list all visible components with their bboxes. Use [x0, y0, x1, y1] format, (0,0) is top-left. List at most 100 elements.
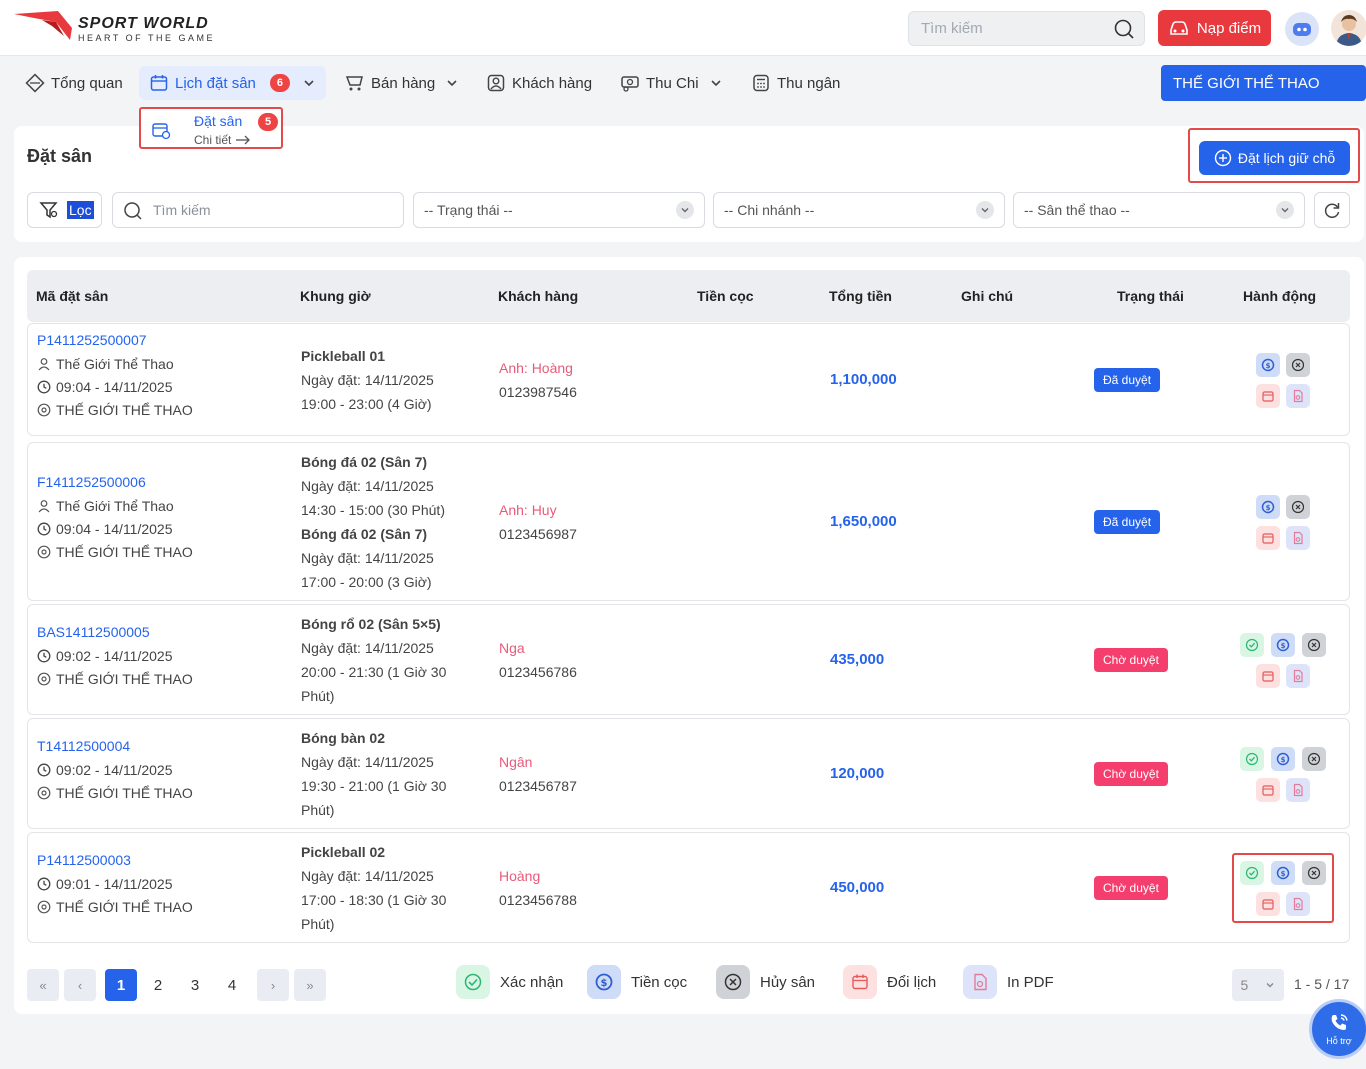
- book-hold-button[interactable]: Đặt lịch giữ chỗ: [1199, 141, 1350, 175]
- first-page-button[interactable]: «: [27, 969, 59, 1001]
- slot-detail: Phút): [301, 916, 335, 932]
- booking-search-input[interactable]: [153, 202, 383, 218]
- court-select[interactable]: -- Sân thể thao --: [1013, 192, 1305, 228]
- print-pdf-button[interactable]: [1286, 526, 1310, 550]
- booking-code-link[interactable]: T14112500004: [37, 738, 131, 754]
- slot-detail: Phút): [301, 802, 335, 818]
- deposit-button[interactable]: $: [1256, 495, 1280, 519]
- pdf-icon: [1291, 389, 1305, 403]
- nav-item-sales[interactable]: Bán hàng: [345, 60, 459, 106]
- calendar-change-icon: [843, 965, 877, 999]
- top-search-input[interactable]: [921, 20, 1101, 37]
- page-button[interactable]: 1: [105, 969, 137, 1001]
- cart-icon: [345, 73, 365, 93]
- clock-icon: [37, 649, 51, 663]
- print-pdf-button[interactable]: [1286, 384, 1310, 408]
- cancel-booking-button[interactable]: [1286, 495, 1310, 519]
- status-select[interactable]: -- Trạng thái --: [413, 192, 705, 228]
- booking-code-link[interactable]: P1411252500007: [37, 332, 147, 348]
- deposit-icon: $: [1261, 358, 1275, 372]
- deposit-icon: $: [587, 965, 621, 999]
- next-page-button[interactable]: ›: [257, 969, 289, 1001]
- confirm-button[interactable]: [1240, 747, 1264, 771]
- nav-item-cashier[interactable]: Thu ngân: [751, 60, 840, 106]
- filter-button[interactable]: Lọc: [27, 192, 102, 228]
- logo-swoosh-icon: [14, 11, 72, 40]
- org-switch-button[interactable]: THẾ GIỚI THỂ THAO: [1161, 65, 1366, 101]
- confirm-button[interactable]: [1240, 633, 1264, 657]
- submenu-detail[interactable]: Chi tiết: [194, 133, 251, 147]
- status-badge: Chờ duyệt: [1094, 876, 1168, 900]
- deposit-button[interactable]: $: [1271, 633, 1295, 657]
- nav-item-booking-schedule[interactable]: Lịch đặt sân 6: [139, 66, 326, 100]
- refresh-button[interactable]: [1314, 192, 1350, 228]
- booking-code-link[interactable]: F1411252500006: [37, 474, 146, 490]
- reschedule-button[interactable]: [1256, 664, 1280, 688]
- cancel-booking-button[interactable]: [1302, 747, 1326, 771]
- logo[interactable]: SPORT WORLD HEART OF THE GAME: [12, 8, 215, 46]
- nav-item-customers[interactable]: Khách hàng: [486, 60, 592, 106]
- booking-code-link[interactable]: P14112500003: [37, 852, 131, 868]
- booking-location: THẾ GIỚI THỂ THAO: [37, 785, 193, 801]
- deposit-button[interactable]: $: [1256, 353, 1280, 377]
- per-page-select[interactable]: 5: [1232, 969, 1284, 1001]
- table-row: F1411252500006 Thế Giới Thể Thao 09:04 - 1…: [27, 442, 1350, 601]
- deposit-button[interactable]: $: [1271, 861, 1295, 885]
- customer-info: Anh: Hoàng 0123987546: [499, 356, 577, 404]
- check-circle-icon: [1245, 866, 1259, 880]
- court-name: Pickleball 01: [301, 348, 386, 364]
- brand-tagline: HEART OF THE GAME: [78, 33, 216, 43]
- cancel-booking-button[interactable]: [1302, 861, 1326, 885]
- search-icon[interactable]: [1113, 18, 1135, 40]
- print-pdf-button[interactable]: [1286, 664, 1310, 688]
- customer-info: Anh: Huy 0123456987: [499, 498, 577, 546]
- topup-button[interactable]: Nạp điểm: [1158, 10, 1271, 46]
- nav-item-income-expense[interactable]: Thu Chi: [620, 60, 723, 106]
- money-icon: [620, 73, 640, 93]
- booking-search: [112, 192, 404, 228]
- confirm-button[interactable]: [1240, 861, 1264, 885]
- cancel-booking-button[interactable]: [1286, 353, 1310, 377]
- refresh-icon: [1322, 200, 1342, 220]
- table-row: P14112500003 09:01 - 14/11/2025 THẾ GIỚI T…: [27, 832, 1350, 943]
- nav-item-label: Thu ngân: [777, 74, 841, 92]
- submenu-badge: 5: [258, 113, 278, 131]
- reschedule-button[interactable]: [1256, 384, 1280, 408]
- booking-location: THẾ GIỚI THỂ THAO: [37, 671, 193, 687]
- nav-item-label: Khách hàng: [512, 74, 593, 92]
- cancel-circle-icon: [1307, 866, 1321, 880]
- deposit-button[interactable]: $: [1271, 747, 1295, 771]
- action-highlight: [1232, 853, 1334, 923]
- booking-owner-name: Thế Giới Thể Thao: [56, 356, 174, 372]
- print-pdf-button[interactable]: [1286, 778, 1310, 802]
- avatar[interactable]: [1331, 10, 1366, 46]
- assistant-bot-icon[interactable]: [1285, 12, 1319, 46]
- page-button[interactable]: 4: [227, 976, 237, 994]
- nav-item-overview[interactable]: Tổng quan: [25, 60, 123, 106]
- booking-created-value: 09:02 - 14/11/2025: [56, 762, 173, 778]
- cancel-booking-button[interactable]: [1302, 633, 1326, 657]
- slot-detail: 17:00 - 18:30 (1 Giờ 30: [301, 892, 447, 908]
- page-button[interactable]: 3: [190, 976, 200, 994]
- page-button[interactable]: 2: [153, 976, 163, 994]
- support-button[interactable]: Hỗ trợ: [1309, 999, 1366, 1059]
- customer-info: Hoàng 0123456788: [499, 864, 577, 912]
- deposit-icon: $: [1276, 752, 1290, 766]
- prev-page-button[interactable]: ‹: [64, 969, 96, 1001]
- booking-count-badge: 6: [269, 74, 290, 92]
- reschedule-button[interactable]: [1256, 526, 1280, 550]
- last-page-button[interactable]: »: [294, 969, 326, 1001]
- print-pdf-button[interactable]: [1286, 892, 1310, 916]
- column-header: Ghi chú: [961, 288, 1014, 304]
- legend-label: Đổi lịch: [887, 973, 937, 991]
- reschedule-button[interactable]: [1256, 778, 1280, 802]
- reschedule-button[interactable]: [1256, 892, 1280, 916]
- booking-location: THẾ GIỚI THỂ THAO: [37, 544, 193, 560]
- branch-select[interactable]: -- Chi nhánh --: [713, 192, 1005, 228]
- booking-location: THẾ GIỚI THỂ THAO: [37, 899, 193, 915]
- booking-code-link[interactable]: BAS14112500005: [37, 624, 150, 640]
- time-slot: Pickleball 02 Ngày đặt: 14/11/2025 17:00 -…: [301, 840, 471, 936]
- booking-location-name: THẾ GIỚI THỂ THAO: [56, 785, 193, 801]
- booking-submenu[interactable]: Đặt sân 5 Chi tiết: [139, 107, 283, 149]
- submenu-detail-label: Chi tiết: [194, 133, 232, 147]
